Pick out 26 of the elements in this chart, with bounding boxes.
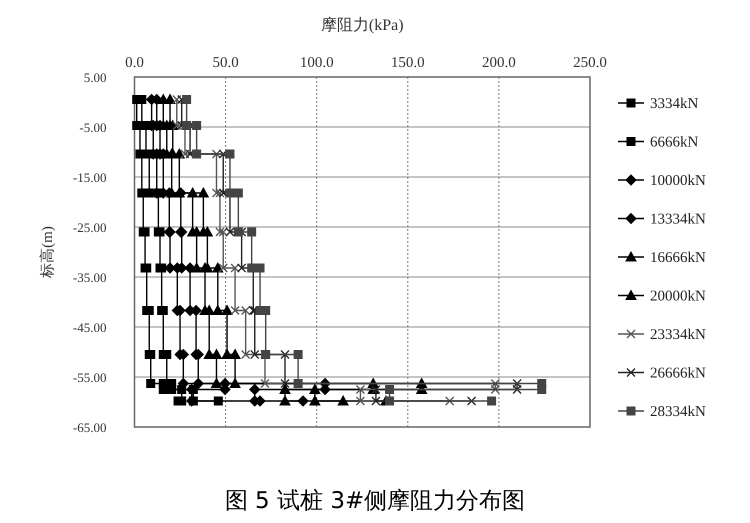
y-tick-label: -15.00	[72, 170, 106, 185]
y-tick-label: -55.00	[72, 370, 106, 385]
legend-label: 10000kN	[650, 173, 706, 189]
y-tick-label: -25.00	[72, 220, 106, 235]
legend-label: 3334kN	[650, 96, 698, 112]
y-tick-label: -5.00	[79, 120, 106, 135]
y-tick-label: -65.00	[72, 420, 106, 435]
text: 图 5 试桩 3#侧摩阻力分布图	[224, 488, 526, 514]
x-tick-label: 250.0	[573, 55, 607, 71]
legend-label: 13334kN	[650, 212, 706, 228]
x-tick-label: 0.0	[125, 55, 144, 71]
legend-label: 23334kN	[650, 327, 706, 343]
x-tick-label: 150.0	[390, 55, 425, 71]
x-tick-label: 100.0	[300, 55, 334, 71]
legend-label: 20000kN	[650, 288, 706, 304]
legend-label: 6666kN	[650, 134, 698, 150]
x-axis-title: 摩阻力(kPa)	[320, 16, 404, 34]
legend-label: 28334kN	[650, 404, 706, 420]
legend-label: 26666kN	[650, 366, 706, 382]
legend-label: 16666kN	[650, 250, 706, 266]
y-tick-label: -45.00	[72, 320, 106, 335]
x-tick-label: 50.0	[212, 55, 239, 71]
x-tick-label: 200.0	[482, 55, 516, 71]
y-tick-label: -35.00	[72, 270, 106, 285]
y-tick-label: 5.00	[84, 70, 106, 85]
y-axis-title: 标高(m)	[39, 226, 56, 279]
